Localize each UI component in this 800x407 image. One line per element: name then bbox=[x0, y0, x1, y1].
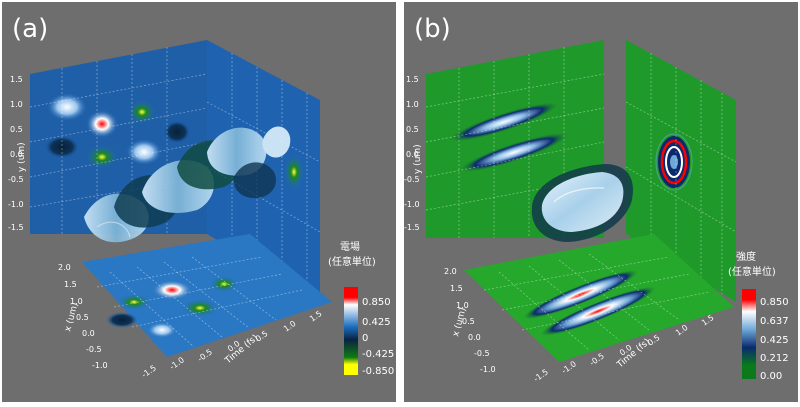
panel-a-plot: 1.5 1.0 0.5 0.0 -0.5 -1.0 -1.5 y (um) 2.… bbox=[8, 40, 394, 380]
colorbar-title-1: 電場 bbox=[340, 240, 360, 253]
colorbar-tick: 0.637 bbox=[760, 316, 789, 327]
y-tick: 1.0 bbox=[406, 100, 419, 109]
time-tick: 1.0 bbox=[674, 323, 690, 338]
panel-a-floor bbox=[82, 234, 332, 357]
panel-a-label: (a) bbox=[12, 14, 49, 44]
time-tick: -1.0 bbox=[560, 359, 578, 375]
panel-b-label: (b) bbox=[414, 14, 451, 44]
y-tick: -1.5 bbox=[8, 223, 24, 232]
colorbar-tick: 0.425 bbox=[362, 317, 391, 328]
y-tick: 0.5 bbox=[10, 125, 23, 134]
time-tick: -1.5 bbox=[532, 367, 550, 383]
y-tick: 0.5 bbox=[406, 125, 419, 134]
panel-b-colorbar: 強度 (任意単位) 0.850 0.637 0.425 0.212 0.00 bbox=[728, 250, 789, 382]
x-tick: 1.0 bbox=[456, 301, 469, 310]
colorbar-tick: 0.00 bbox=[760, 371, 782, 382]
x-tick: 0.0 bbox=[82, 329, 95, 338]
colorbar-title-2: (任意単位) bbox=[328, 255, 376, 268]
x-tick: 1.5 bbox=[450, 284, 463, 293]
y-tick: -0.5 bbox=[8, 175, 24, 184]
x-tick: -0.5 bbox=[86, 345, 102, 354]
panel-a-y-label: y (um) bbox=[17, 142, 27, 172]
colorbar-tick: 0.850 bbox=[760, 297, 789, 308]
y-tick: -1.0 bbox=[404, 200, 420, 209]
panel-a-isosurface bbox=[84, 126, 291, 243]
x-tick: 2.0 bbox=[58, 263, 71, 272]
panel-a-colorbar: 電場 (任意単位) 0.850 0.425 0 -0.425 -0.850 bbox=[328, 240, 394, 377]
panel-b-x-ticks: 2.0 1.5 1.0 0.5 0.0 -0.5 -1.0 bbox=[444, 267, 496, 374]
y-tick: 1.0 bbox=[10, 100, 23, 109]
panel-a: (a) bbox=[2, 2, 396, 402]
y-tick: 0.0 bbox=[406, 150, 419, 159]
panel-b-y-label: y (um) bbox=[413, 144, 423, 174]
x-tick: 0.0 bbox=[468, 333, 481, 342]
panel-b-floor bbox=[464, 234, 734, 362]
x-tick: 1.5 bbox=[64, 280, 77, 289]
x-tick: 2.0 bbox=[444, 267, 457, 276]
y-tick: -0.5 bbox=[404, 175, 420, 184]
x-tick: -1.0 bbox=[92, 361, 108, 370]
time-tick: 1.5 bbox=[308, 309, 324, 324]
colorbar-tick: -0.425 bbox=[362, 349, 394, 360]
panel-b-plot: 1.5 1.0 0.5 0.0 -0.5 -1.0 -1.5 y (um) 2.… bbox=[404, 40, 789, 384]
x-tick: -1.0 bbox=[480, 365, 496, 374]
panel-b-isosurface bbox=[531, 164, 634, 242]
time-tick: -0.5 bbox=[588, 351, 606, 367]
x-tick: 0.5 bbox=[462, 317, 475, 326]
colorbar-tick: 0.850 bbox=[362, 297, 391, 308]
colorbar-tick: 0.212 bbox=[760, 353, 789, 364]
y-tick: -1.0 bbox=[8, 200, 24, 209]
time-tick: -1.5 bbox=[140, 363, 158, 379]
colorbar-tick: 0 bbox=[362, 333, 368, 344]
y-tick: 1.5 bbox=[406, 75, 419, 84]
panel-b-y-ticks: 1.5 1.0 0.5 0.0 -0.5 -1.0 -1.5 bbox=[404, 75, 420, 232]
time-tick: -1.0 bbox=[168, 355, 186, 371]
y-tick: 1.5 bbox=[10, 75, 23, 84]
x-tick: 0.5 bbox=[76, 313, 89, 322]
panel-b-ring bbox=[655, 133, 693, 191]
colorbar-gradient bbox=[344, 287, 358, 375]
time-tick: -0.5 bbox=[196, 347, 214, 363]
panel-a-x-ticks: 2.0 1.5 1.0 0.5 0.0 -0.5 -1.0 bbox=[58, 263, 108, 370]
y-tick: 0.0 bbox=[10, 150, 23, 159]
colorbar-tick: 0.425 bbox=[760, 335, 789, 346]
colorbar-title-2: (任意単位) bbox=[728, 265, 776, 278]
colorbar-title-1: 強度 bbox=[736, 250, 756, 263]
time-tick: 1.0 bbox=[282, 319, 298, 334]
x-tick: 1.0 bbox=[70, 297, 83, 306]
x-tick: -0.5 bbox=[474, 349, 490, 358]
colorbar-gradient bbox=[742, 289, 756, 379]
y-tick: -1.5 bbox=[404, 223, 420, 232]
panel-a-y-ticks: 1.5 1.0 0.5 0.0 -0.5 -1.0 -1.5 bbox=[8, 75, 24, 232]
colorbar-tick: -0.850 bbox=[362, 366, 394, 377]
panel-b: (b) bbox=[404, 2, 798, 402]
